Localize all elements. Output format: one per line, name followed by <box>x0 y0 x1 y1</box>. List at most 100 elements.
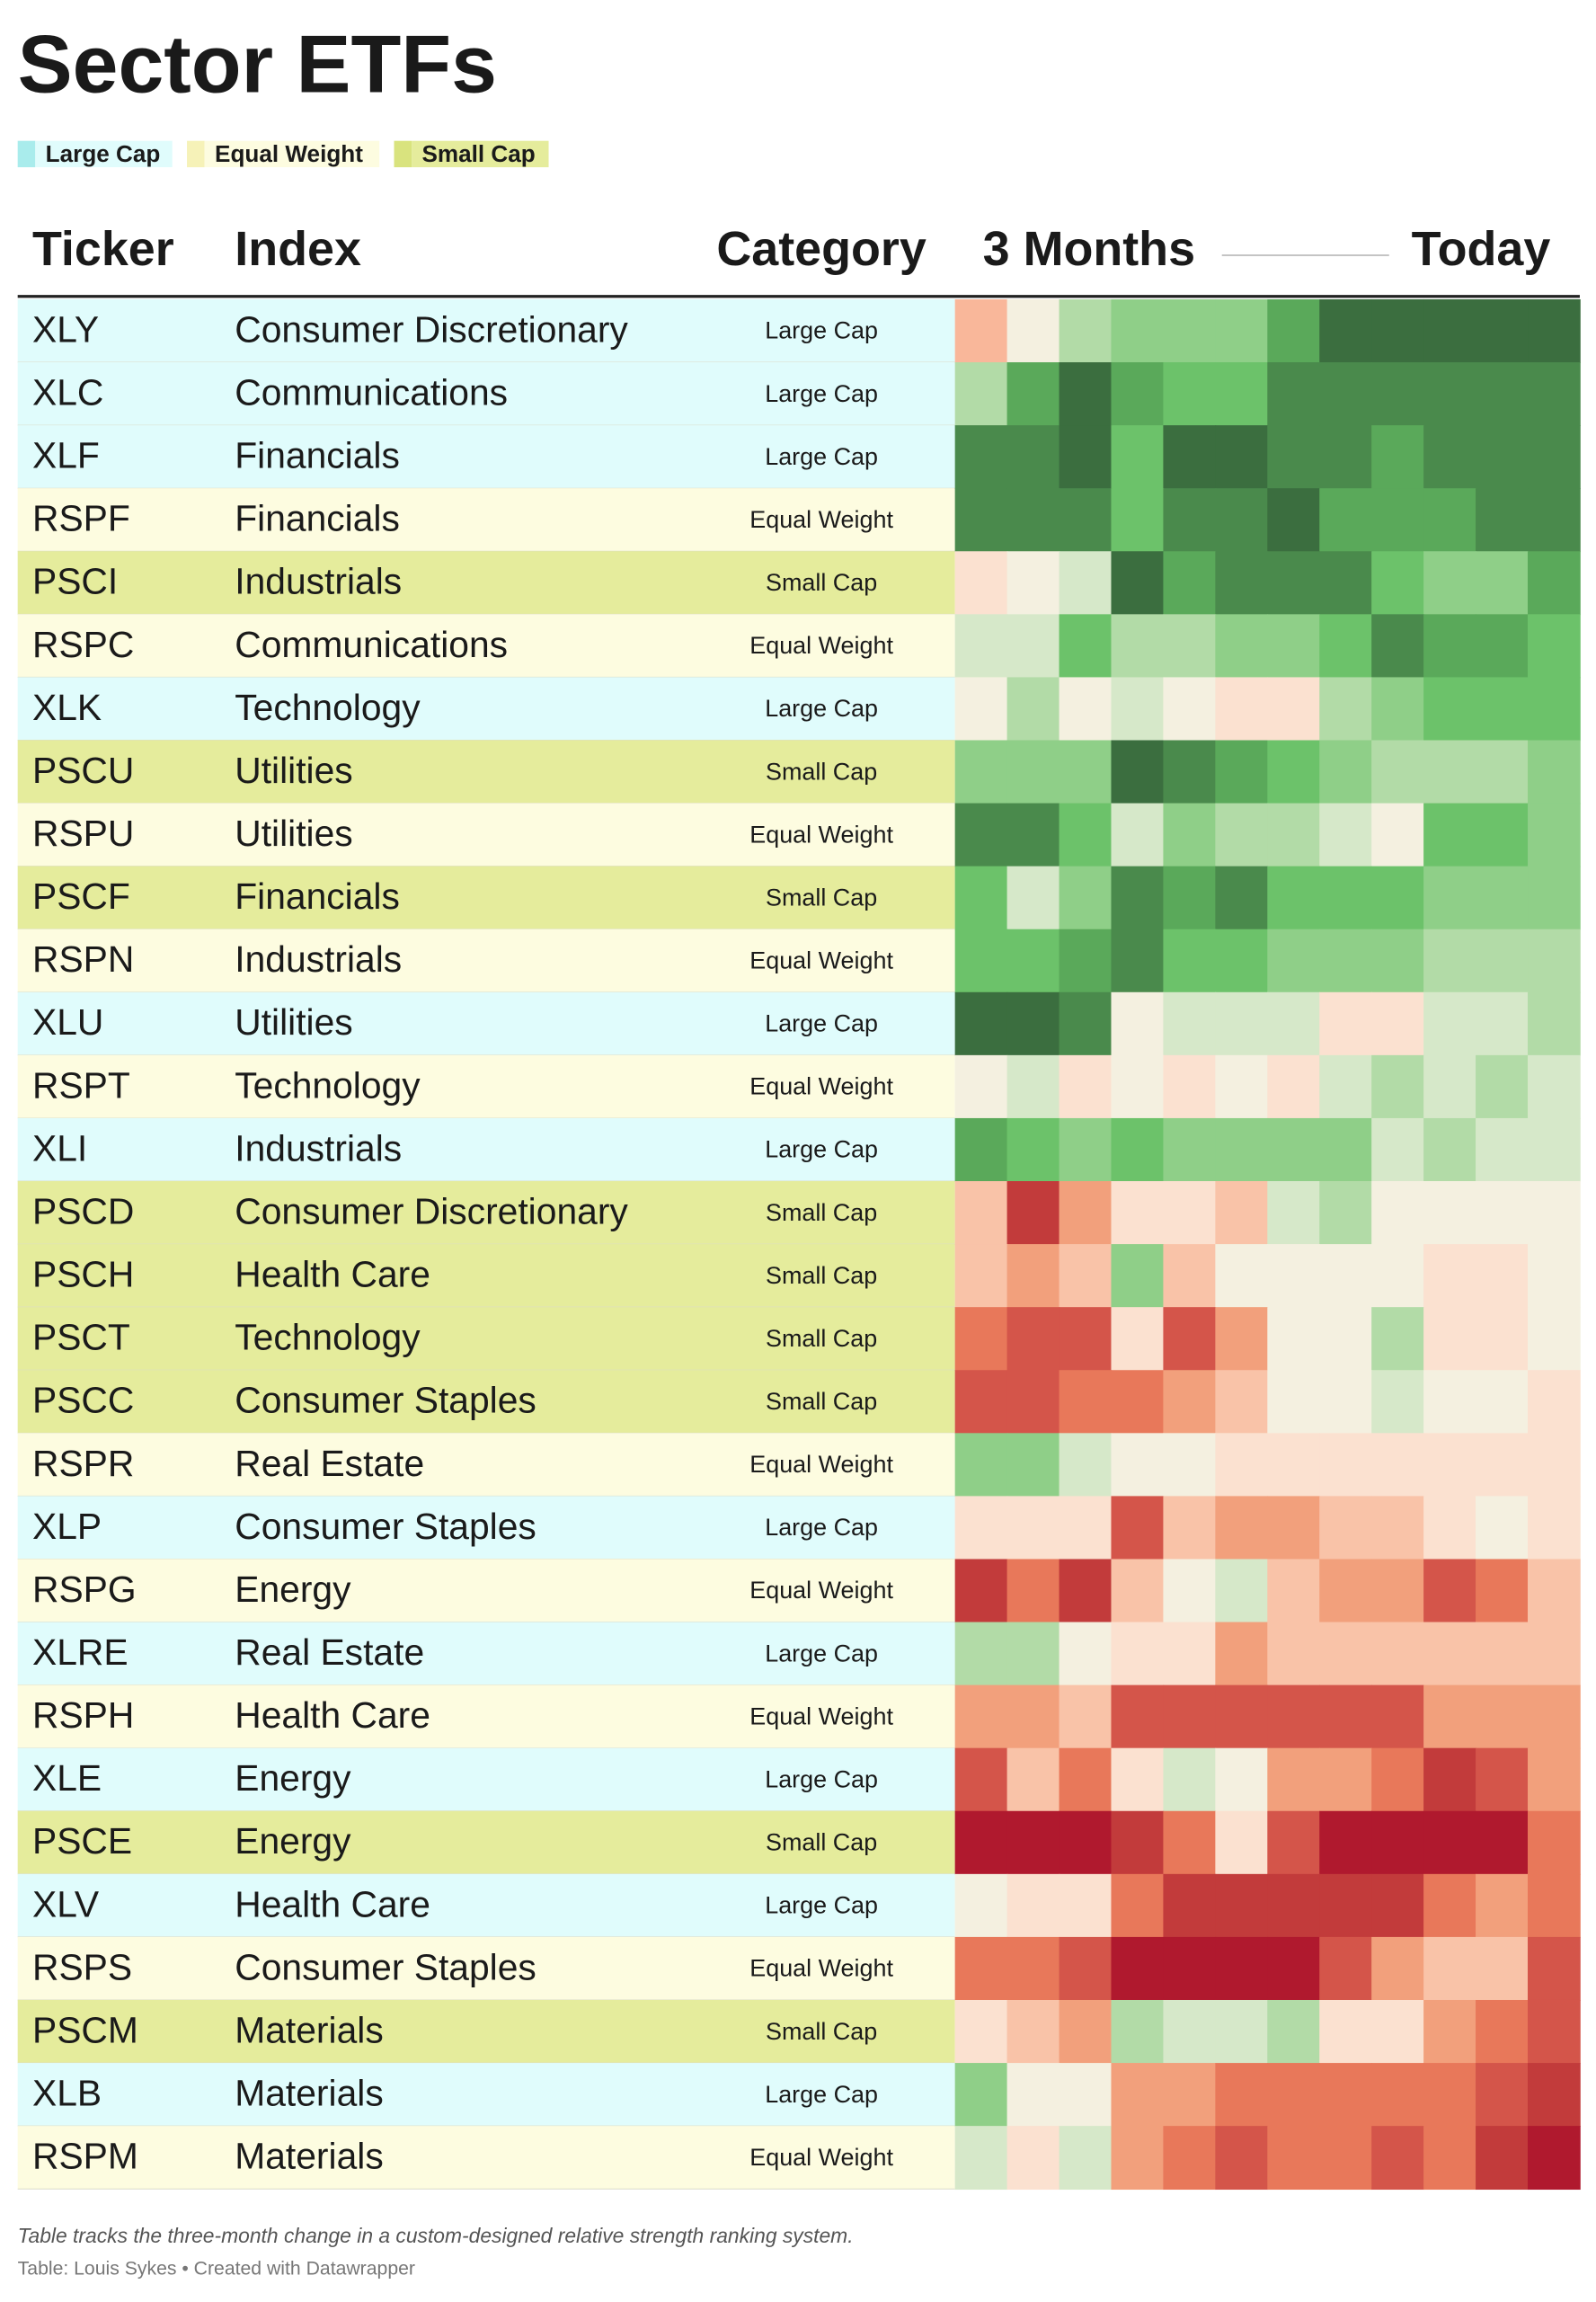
heat-cell <box>1319 1244 1372 1308</box>
heat-cell <box>1528 1307 1581 1372</box>
heat-cell <box>1163 1810 1217 1875</box>
heat-cell <box>1423 1999 1476 2064</box>
heat-cell <box>1215 2063 1269 2127</box>
heat-cell <box>1423 740 1476 804</box>
legend-label: Equal Weight <box>215 140 363 167</box>
heat-cell <box>1319 1433 1372 1498</box>
heat-cell <box>1319 1370 1372 1435</box>
heat-cell <box>1371 1370 1424 1435</box>
heat-cell <box>954 488 1008 553</box>
heat-cell <box>1059 1684 1113 1749</box>
heat-cell <box>1163 1873 1217 1938</box>
heat-cell <box>1423 866 1476 930</box>
heat-cell <box>1371 425 1424 490</box>
heat-cell <box>1111 2126 1165 2191</box>
heat-cell <box>1319 1117 1372 1182</box>
heat-cell <box>1006 991 1060 1056</box>
heat-cell <box>1476 1559 1529 1623</box>
heat-cell <box>1476 551 1529 616</box>
heat-cell <box>1371 1810 1424 1875</box>
heat-cell <box>1163 991 1217 1056</box>
heat-cell <box>1423 1117 1476 1182</box>
heat-cell <box>1476 1684 1529 1749</box>
heat-cell <box>1163 1244 1217 1308</box>
ticker: XLY <box>32 308 99 350</box>
row-bg <box>17 677 955 741</box>
heat-cell <box>1163 1684 1217 1749</box>
heat-cell <box>1476 1873 1529 1938</box>
category: Large Cap <box>765 2081 878 2108</box>
heat-cell <box>1423 298 1476 363</box>
category: Small Cap <box>766 1325 877 1352</box>
heat-cell <box>1476 614 1529 679</box>
heat-cell <box>954 1117 1008 1182</box>
heat-cell <box>1006 425 1060 490</box>
index-name: Materials <box>235 2073 384 2114</box>
legend-bg <box>35 140 173 168</box>
heat-cell <box>1215 362 1269 426</box>
heat-cell <box>1528 740 1581 804</box>
heat-cell <box>1476 1117 1529 1182</box>
heat-cell <box>1267 1244 1321 1308</box>
heat-cell <box>954 1433 1008 1498</box>
heat-cell <box>1163 740 1217 804</box>
heat-cell <box>1267 991 1321 1056</box>
index-name: Energy <box>235 1820 351 1862</box>
row-bg <box>17 1433 955 1497</box>
row-bg <box>17 551 955 615</box>
heat-cell <box>1528 1559 1581 1623</box>
heat-cell <box>1059 1999 1113 2064</box>
heat-cell <box>1371 614 1424 679</box>
ticker: XLC <box>32 371 103 413</box>
heat-cell <box>1423 488 1476 553</box>
heat-cell <box>1163 362 1217 426</box>
heat-cell <box>1111 1181 1165 1245</box>
heat-cell <box>1528 2063 1581 2127</box>
heat-cell <box>1267 1433 1321 1498</box>
heat-cell <box>954 1622 1008 1686</box>
heat-cell <box>1111 1999 1165 2064</box>
index-name: Energy <box>235 1757 351 1799</box>
heat-cell <box>1528 2126 1581 2191</box>
heat-cell <box>1111 803 1165 867</box>
heat-cell <box>1423 614 1476 679</box>
heat-cell <box>1528 298 1581 363</box>
heat-cell <box>954 1370 1008 1435</box>
category: Equal Weight <box>749 632 893 659</box>
heat-cell <box>1371 740 1424 804</box>
heat-cell <box>1059 362 1113 426</box>
row-bg <box>17 991 955 1055</box>
heat-cell <box>1267 740 1321 804</box>
heat-cell <box>1319 740 1372 804</box>
ticker: PSCE <box>32 1820 132 1862</box>
category: Small Cap <box>766 758 877 785</box>
index-name: Real Estate <box>235 1631 424 1673</box>
heat-cell <box>1528 1747 1581 1812</box>
heat-cell <box>1111 1054 1165 1119</box>
heat-cell <box>1111 991 1165 1056</box>
heat-cell <box>1006 1684 1060 1749</box>
row-bg <box>17 1559 955 1622</box>
heat-cell <box>1059 488 1113 553</box>
heat-cell <box>1371 1684 1424 1749</box>
heat-cell <box>1528 614 1581 679</box>
heat-cell <box>1267 1622 1321 1686</box>
category: Small Cap <box>766 884 877 911</box>
heat-cell <box>1215 614 1269 679</box>
heat-cell <box>1476 866 1529 930</box>
heat-cell <box>1528 1496 1581 1560</box>
heat-cell <box>1215 1307 1269 1372</box>
category: Small Cap <box>766 1829 877 1856</box>
heat-cell <box>954 866 1008 930</box>
heat-cell <box>1528 425 1581 490</box>
heat-cell <box>1111 425 1165 490</box>
heat-cell <box>1319 803 1372 867</box>
category: Small Cap <box>766 1199 877 1226</box>
heat-cell <box>1111 362 1165 426</box>
heat-cell <box>1215 1117 1269 1182</box>
heat-cell <box>1006 1307 1060 1372</box>
heat-cell <box>1006 488 1060 553</box>
heat-cell <box>1059 1433 1113 1498</box>
category: Equal Weight <box>749 1702 893 1729</box>
index-name: Health Care <box>235 1694 430 1736</box>
